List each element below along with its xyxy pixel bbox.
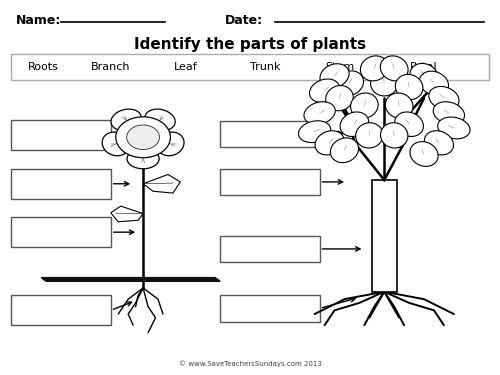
- Text: Date:: Date:: [225, 14, 264, 27]
- Ellipse shape: [326, 86, 353, 111]
- Ellipse shape: [157, 132, 184, 156]
- Ellipse shape: [420, 71, 448, 95]
- Ellipse shape: [315, 131, 344, 155]
- Bar: [12, 120, 111, 150]
- Ellipse shape: [330, 138, 358, 163]
- Text: Leaf: Leaf: [174, 62, 197, 72]
- Bar: [12, 169, 111, 199]
- Ellipse shape: [438, 117, 470, 139]
- Ellipse shape: [396, 74, 423, 100]
- Bar: [220, 296, 320, 321]
- Bar: [12, 54, 488, 80]
- Ellipse shape: [410, 142, 438, 166]
- Ellipse shape: [310, 79, 340, 102]
- Bar: [220, 120, 320, 147]
- Text: © www.SaveTeachersSundays.com 2013: © www.SaveTeachersSundays.com 2013: [178, 360, 322, 367]
- Text: Petal: Petal: [410, 62, 438, 72]
- Ellipse shape: [380, 56, 408, 81]
- Ellipse shape: [360, 56, 388, 81]
- Circle shape: [126, 125, 160, 150]
- Bar: [220, 169, 320, 195]
- Text: Name:: Name:: [16, 14, 62, 27]
- Polygon shape: [372, 180, 396, 292]
- Text: Roots: Roots: [28, 62, 59, 72]
- Ellipse shape: [304, 102, 336, 124]
- Ellipse shape: [424, 131, 454, 155]
- Ellipse shape: [395, 112, 424, 136]
- Ellipse shape: [102, 132, 129, 156]
- Ellipse shape: [429, 87, 459, 110]
- Ellipse shape: [320, 64, 349, 88]
- Circle shape: [116, 117, 170, 158]
- Polygon shape: [143, 174, 180, 193]
- Bar: [220, 236, 320, 262]
- Ellipse shape: [340, 112, 368, 136]
- Text: Stem: Stem: [325, 62, 354, 72]
- Ellipse shape: [356, 123, 383, 148]
- Ellipse shape: [380, 123, 408, 148]
- Ellipse shape: [410, 63, 438, 88]
- Ellipse shape: [127, 149, 159, 169]
- Ellipse shape: [145, 109, 175, 130]
- Ellipse shape: [370, 70, 398, 96]
- Bar: [12, 217, 111, 247]
- Text: Trunk: Trunk: [250, 62, 280, 72]
- Text: Identify the parts of plants: Identify the parts of plants: [134, 37, 366, 52]
- Ellipse shape: [350, 93, 378, 118]
- Ellipse shape: [336, 71, 363, 96]
- Ellipse shape: [111, 109, 142, 130]
- Ellipse shape: [433, 102, 464, 124]
- Polygon shape: [111, 206, 143, 222]
- Ellipse shape: [298, 121, 331, 142]
- Polygon shape: [41, 278, 220, 281]
- Ellipse shape: [386, 93, 413, 118]
- Text: Branch: Branch: [91, 62, 130, 72]
- Bar: [12, 296, 111, 325]
